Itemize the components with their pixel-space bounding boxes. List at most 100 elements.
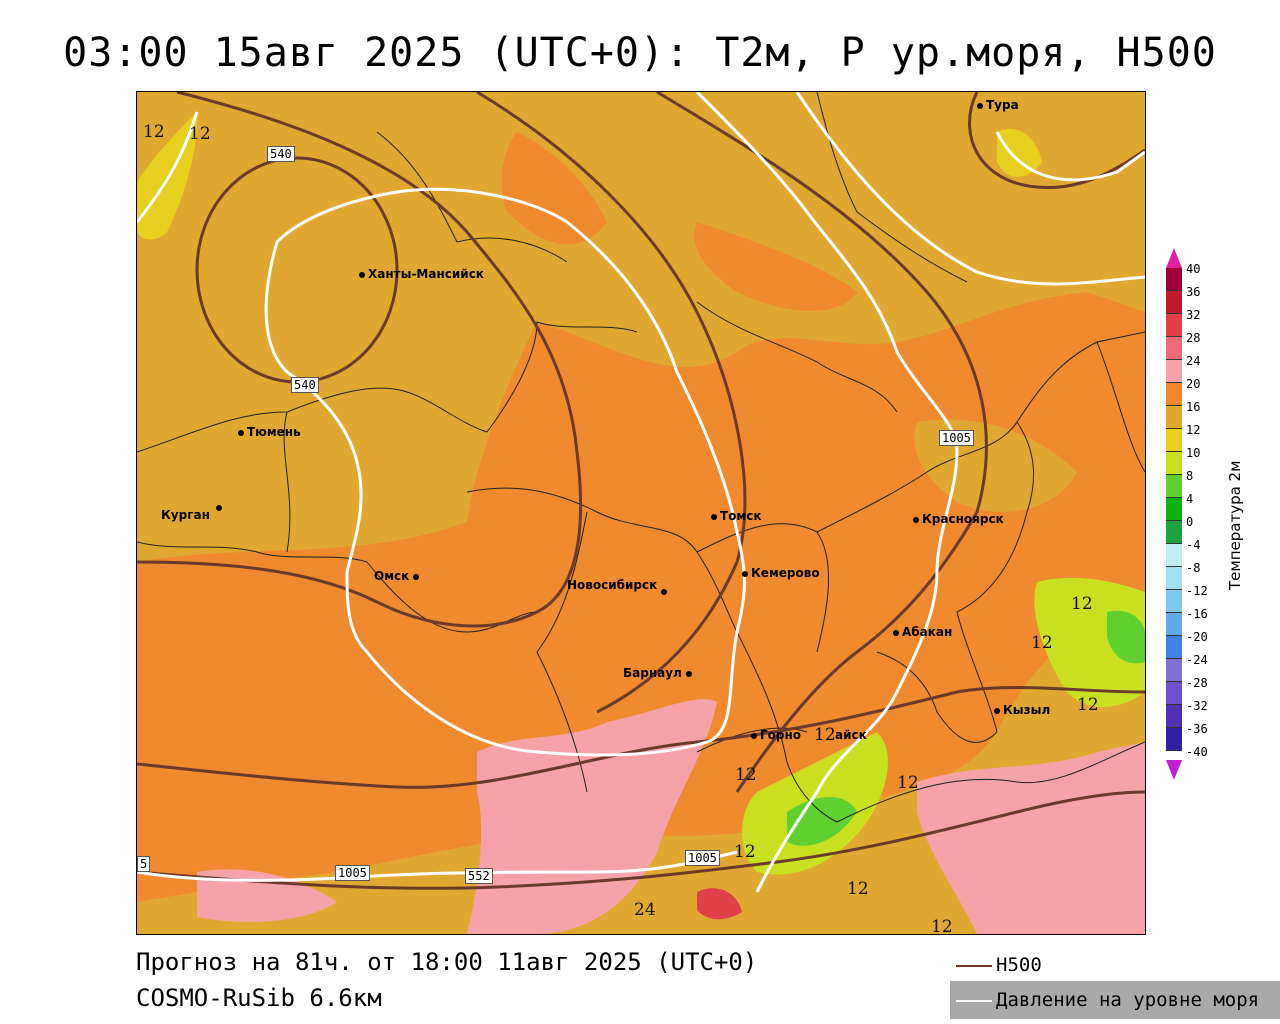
colorbar-segment (1166, 383, 1182, 406)
city-khanty-mansiysk[interactable]: Ханты-Мансийск (359, 267, 484, 281)
model-name: COSMO-RuSib 6.6км (136, 984, 382, 1012)
colorbar-segment (1166, 636, 1182, 659)
contour-label-t12: 12 (189, 124, 211, 144)
colorbar-segment (1166, 705, 1182, 728)
contour-label-t12: 12 (735, 765, 757, 785)
colorbar-top-arrow (1166, 248, 1182, 268)
contour-label-t24: 24 (634, 900, 656, 920)
city-kyzyl[interactable]: Кызыл (994, 703, 1050, 717)
colorbar-tick-label: 32 (1186, 308, 1201, 322)
city-kurgan[interactable]: Курган (161, 504, 222, 522)
city-marker-icon (413, 573, 420, 580)
city-tyumen[interactable]: Тюмень (238, 425, 301, 439)
colorbar-bottom-arrow (1166, 760, 1182, 780)
contour-label-t12: 12 (143, 122, 165, 142)
colorbar-title: Температура 2м (1226, 460, 1244, 590)
colorbar-tick-label: 4 (1186, 492, 1194, 506)
colorbar-tick-label: -8 (1186, 561, 1201, 575)
contour-label-h552: 552 (465, 868, 493, 884)
city-tura[interactable]: Тура (977, 98, 1019, 112)
city-marker-icon (977, 102, 983, 109)
colorbar-segment (1166, 544, 1182, 567)
city-marker-icon (661, 588, 668, 595)
colorbar-segment (1166, 337, 1182, 360)
weather-map[interactable]: Тура Ханты-Мансийск Тюмень Курган Омск Т… (136, 91, 1146, 935)
city-marker-icon (238, 429, 244, 436)
colorbar-segment (1166, 521, 1182, 544)
contour-label-t12: 12 (1031, 633, 1053, 653)
colorbar-segment (1166, 360, 1182, 383)
contour-label-t12: 12 (931, 917, 953, 935)
city-gorno-altaysk[interactable]: Горно айск (751, 728, 867, 742)
legend-h500: H500 (956, 954, 1042, 976)
colorbar-tick-label: -16 (1186, 607, 1208, 621)
colorbar-segment (1166, 590, 1182, 613)
colorbar-segment (1166, 452, 1182, 475)
city-omsk[interactable]: Омск (374, 569, 420, 583)
map-title: 03:00 15авг 2025 (UTC+0): T2м, P ур.моря… (63, 30, 1217, 76)
city-tomsk[interactable]: Томск (711, 509, 762, 523)
colorbar-tick-label: 36 (1186, 285, 1201, 299)
city-marker-icon (893, 629, 899, 636)
contour-label-p1005: 1005 (335, 865, 370, 881)
colorbar-tick-label: 20 (1186, 377, 1201, 391)
colorbar-segment (1166, 498, 1182, 521)
colorbar-segment (1166, 728, 1182, 751)
colorbar-tick-label: 28 (1186, 331, 1201, 345)
contour-label-h540: 540 (291, 377, 319, 393)
colorbar-tick-label: 8 (1186, 469, 1194, 483)
colorbar-segment (1166, 682, 1182, 705)
contour-label-t12: 12 (897, 773, 919, 793)
colorbar-tick-label: -40 (1186, 745, 1208, 759)
legend-pressure: Давление на уровне моря (950, 981, 1280, 1019)
city-marker-icon (215, 504, 222, 511)
colorbar-tick-label: 16 (1186, 400, 1201, 414)
city-barnaul[interactable]: Барнаул (623, 666, 692, 680)
contour-label-t12: 12 (734, 842, 756, 862)
colorbar-segment (1166, 659, 1182, 682)
city-marker-icon (685, 670, 692, 677)
city-marker-icon (711, 513, 717, 520)
colorbar-tick-label: -36 (1186, 722, 1208, 736)
colorbar-tick-label: -24 (1186, 653, 1208, 667)
colorbar-segment (1166, 406, 1182, 429)
city-marker-icon (359, 271, 365, 278)
pressure-line-icon (956, 999, 992, 1002)
city-marker-icon (751, 732, 757, 739)
contour-label-p1005: 1005 (685, 850, 720, 866)
colorbar-segment (1166, 268, 1182, 291)
city-novosibirsk[interactable]: Новосибирск (567, 578, 668, 595)
colorbar-segment (1166, 314, 1182, 337)
colorbar-tick-label: 0 (1186, 515, 1194, 529)
city-marker-icon (742, 570, 748, 577)
city-kemerovo[interactable]: Кемерово (742, 566, 820, 580)
colorbar-tick-label: 24 (1186, 354, 1201, 368)
colorbar-tick-label: 40 (1186, 262, 1201, 276)
colorbar-segment (1166, 567, 1182, 590)
colorbar-tick-label: -32 (1186, 699, 1208, 713)
contour-label-h540: 540 (267, 146, 295, 162)
contour-label-p1005: 1005 (939, 430, 974, 446)
contour-label-t12: 12 (814, 725, 836, 745)
colorbar-segment (1166, 613, 1182, 636)
colorbar-tick-label: 12 (1186, 423, 1201, 437)
colorbar-segment (1166, 429, 1182, 452)
forecast-info: Прогноз на 81ч. от 18:00 11авг 2025 (UTC… (136, 948, 758, 976)
colorbar-segment (1166, 475, 1182, 498)
contour-label-p5: 5 (137, 856, 151, 872)
contour-label-t12: 12 (1077, 695, 1099, 715)
colorbar-segment (1166, 291, 1182, 314)
colorbar-tick-label: -20 (1186, 630, 1208, 644)
colorbar-tick-label: -28 (1186, 676, 1208, 690)
colorbar-segments (1166, 268, 1182, 751)
colorbar-tick-label: -12 (1186, 584, 1208, 598)
map-fields (137, 92, 1145, 934)
city-krasnoyarsk[interactable]: Красноярск (913, 512, 1004, 526)
city-marker-icon (994, 707, 1000, 714)
contour-label-t12: 12 (1071, 594, 1093, 614)
colorbar-tick-label: 10 (1186, 446, 1201, 460)
city-abakan[interactable]: Абакан (893, 625, 952, 639)
contour-label-t12: 12 (847, 879, 869, 899)
colorbar-tick-label: -4 (1186, 538, 1201, 552)
city-marker-icon (913, 516, 919, 523)
